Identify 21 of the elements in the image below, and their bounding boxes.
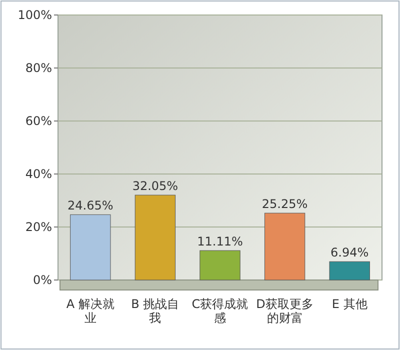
y-tick-label: 100% — [18, 8, 52, 22]
x-tick-label: A 解决就业 — [66, 297, 114, 325]
x-tick-label: C获得成就感 — [192, 297, 248, 325]
data-label: 25.25% — [262, 197, 308, 212]
bar — [70, 214, 111, 280]
y-tick-label: 20% — [25, 220, 52, 234]
bar — [264, 212, 306, 280]
data-label: 32.05% — [132, 179, 178, 194]
bar — [200, 250, 240, 280]
bar — [329, 261, 370, 280]
x-tick-label: B 挑战自我 — [131, 297, 180, 325]
x-tick-label: D获取更多的财富 — [256, 297, 314, 325]
x-tick-label: E 其他 — [332, 297, 368, 311]
data-label: 11.11% — [197, 234, 243, 249]
data-label: 24.65% — [68, 198, 114, 213]
y-tick-label: 80% — [25, 61, 52, 75]
y-tick-label: 0% — [32, 273, 52, 287]
bar — [134, 194, 176, 280]
y-tick-label: 40% — [25, 167, 52, 181]
y-tick-label: 60% — [25, 114, 52, 128]
data-label: 6.94% — [330, 246, 369, 260]
